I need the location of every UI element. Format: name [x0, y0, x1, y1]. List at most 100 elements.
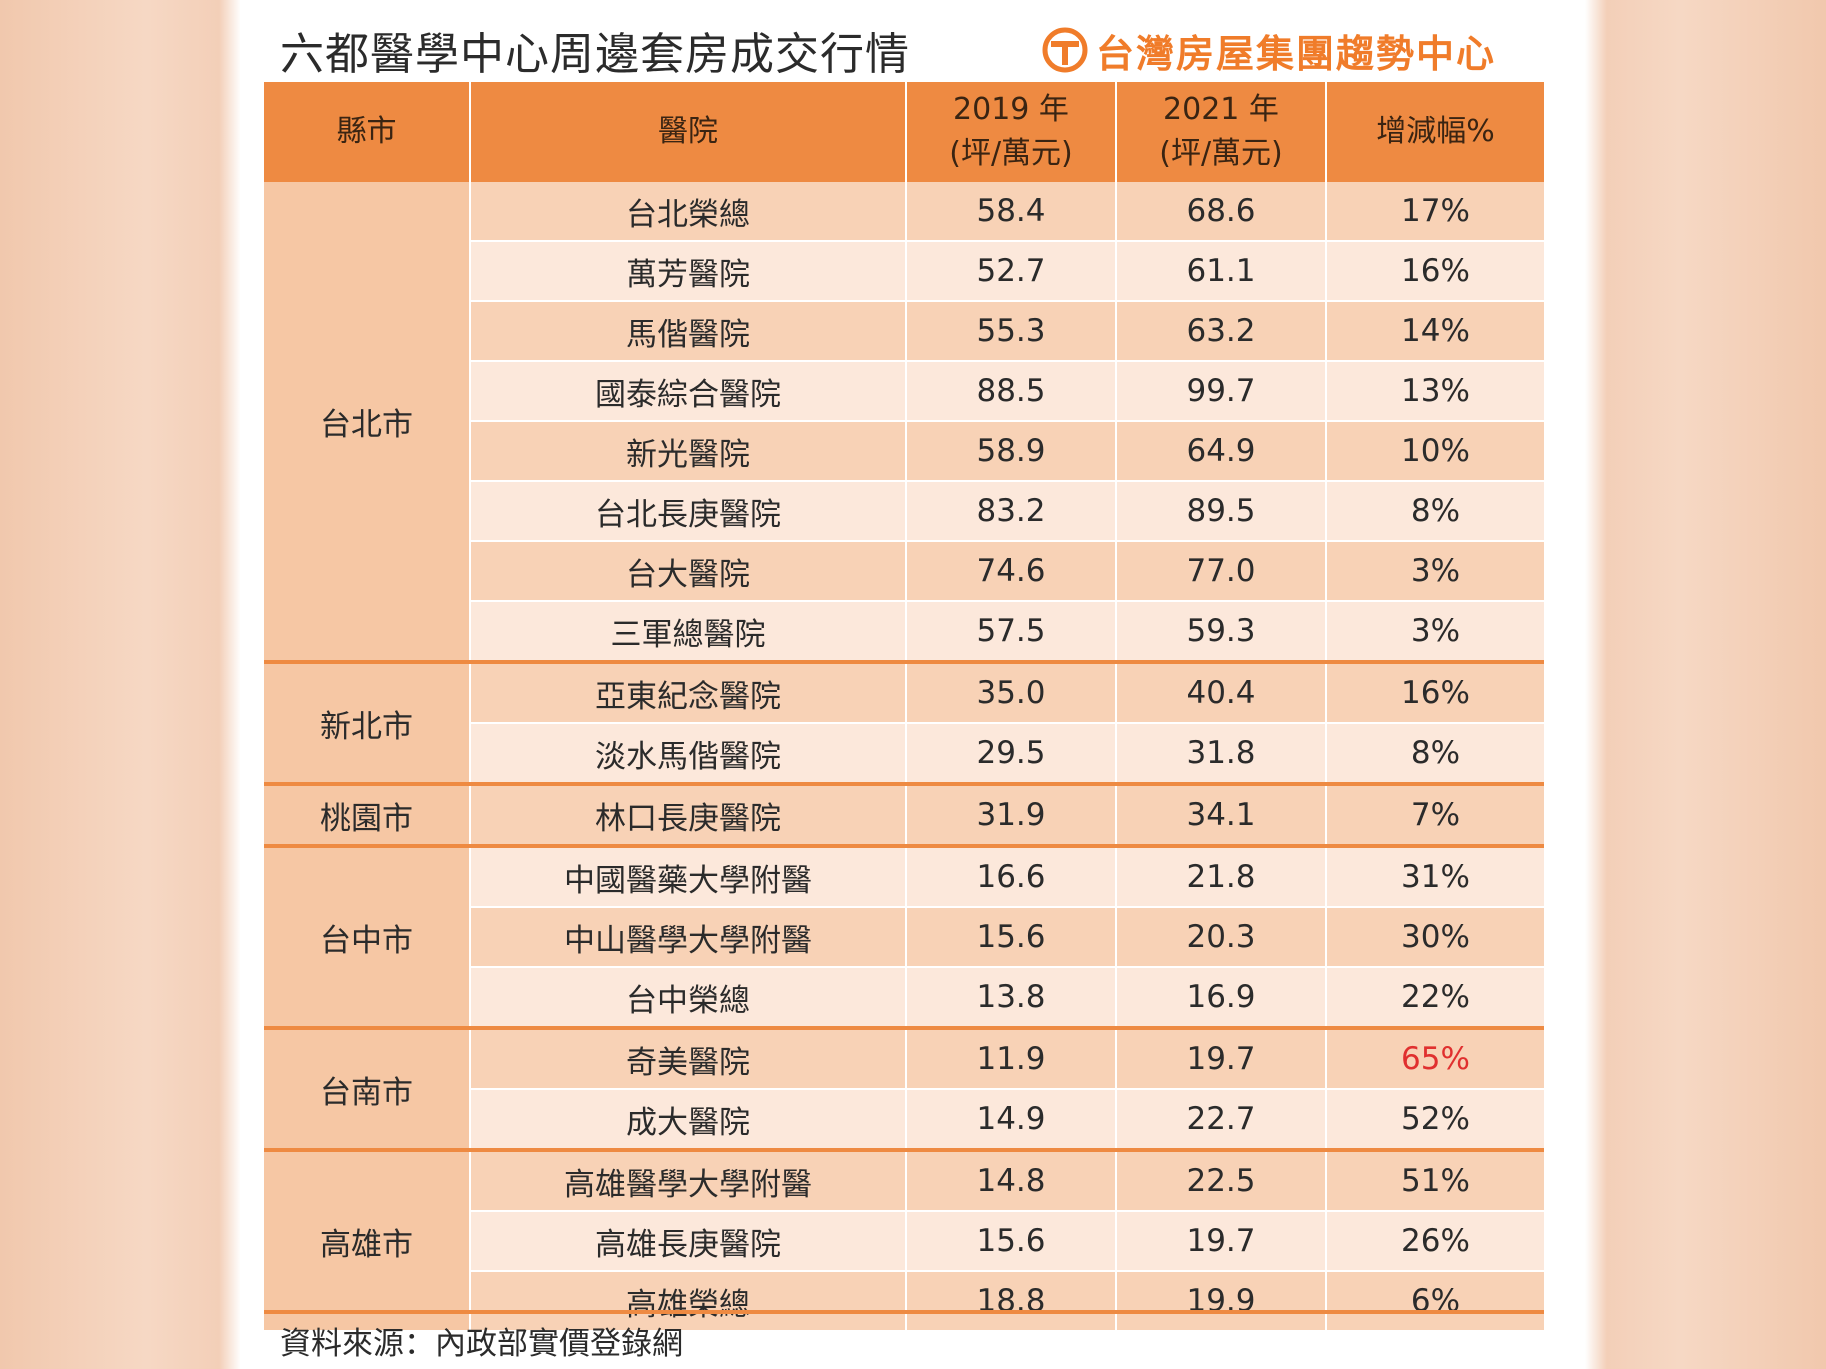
table-bottom-rule: [264, 1310, 1544, 1314]
change-cell: 30%: [1326, 907, 1544, 968]
table-row: 台中榮總 13.8 16.9 22%: [264, 967, 1544, 1029]
table-row: 中山醫學大學附醫 15.6 20.3 30%: [264, 907, 1544, 968]
header-2021: 2021 年 (坪/萬元): [1116, 82, 1327, 182]
hospital-cell: 奇美醫院: [470, 1026, 907, 1090]
hospital-cell: 高雄榮總: [470, 1271, 907, 1332]
table-body: 台北市 台北榮總 58.4 68.6 17% 萬芳醫院 52.7 61.1 16% 馬偕醫院 55.…: [264, 182, 1544, 1332]
header-2021-year: 2021 年: [1163, 92, 1279, 127]
header-2019: 2019 年 (坪/萬元): [906, 82, 1117, 182]
hospital-cell: 中國醫藥大學附醫: [470, 844, 907, 908]
document-card: 六都醫學中心周邊套房成交行情 台灣房屋集團趨勢中心 縣市 醫院 2019 年 (…: [240, 0, 1570, 1369]
change-cell: 52%: [1326, 1089, 1544, 1151]
price-y2021-cell: 22.5: [1116, 1148, 1327, 1212]
price-y2021-cell: 19.9: [1116, 1271, 1327, 1332]
price-y2021-cell: 89.5: [1116, 481, 1327, 542]
price-y2019-cell: 88.5: [906, 361, 1117, 422]
hospital-cell: 中山醫學大學附醫: [470, 907, 907, 968]
price-y2019-cell: 57.5: [906, 601, 1117, 663]
price-y2021-cell: 68.6: [1116, 182, 1327, 242]
price-y2021-cell: 61.1: [1116, 241, 1327, 302]
hospital-cell: 台中榮總: [470, 967, 907, 1029]
price-y2021-cell: 22.7: [1116, 1089, 1327, 1151]
city-cell: 台北市: [264, 182, 471, 663]
table-row: 成大醫院 14.9 22.7 52%: [264, 1089, 1544, 1151]
price-y2019-cell: 52.7: [906, 241, 1117, 302]
price-y2021-cell: 64.9: [1116, 421, 1327, 482]
change-cell: 17%: [1326, 182, 1544, 242]
header-city: 縣市: [264, 82, 471, 182]
change-cell: 26%: [1326, 1211, 1544, 1272]
hospital-cell: 台大醫院: [470, 541, 907, 602]
header-2019-year: 2019 年: [953, 92, 1069, 127]
hospital-cell: 高雄醫學大學附醫: [470, 1148, 907, 1212]
hospital-cell: 馬偕醫院: [470, 301, 907, 362]
hospital-cell: 林口長庚醫院: [470, 782, 907, 847]
table-row: 台大醫院 74.6 77.0 3%: [264, 541, 1544, 602]
price-y2021-cell: 63.2: [1116, 301, 1327, 362]
hospital-cell: 高雄長庚醫院: [470, 1211, 907, 1272]
price-y2019-cell: 58.9: [906, 421, 1117, 482]
source-note: 資料來源：內政部實價登錄網: [280, 1326, 683, 1362]
change-cell: 31%: [1326, 844, 1544, 908]
table-row: 台中市 中國醫藥大學附醫 16.6 21.8 31%: [264, 844, 1544, 1029]
price-y2021-cell: 99.7: [1116, 361, 1327, 422]
price-y2021-cell: 16.9: [1116, 967, 1327, 1029]
change-cell: 65%: [1326, 1026, 1544, 1090]
change-cell: 16%: [1326, 241, 1544, 302]
table-row: 高雄市 高雄醫學大學附醫 14.8 22.5 51%: [264, 1148, 1544, 1332]
change-cell: 6%: [1326, 1271, 1544, 1332]
city-cell: 桃園市: [264, 782, 471, 847]
table-row: 新北市 亞東紀念醫院 35.0 40.4 16%: [264, 660, 1544, 785]
table-row: 桃園市 林口長庚醫院 31.9 34.1 7%: [264, 782, 1544, 847]
price-table: 縣市 醫院 2019 年 (坪/萬元) 2021 年 (坪/萬元) 增減幅% 台…: [264, 82, 1544, 1332]
price-y2021-cell: 19.7: [1116, 1211, 1327, 1272]
hospital-cell: 台北長庚醫院: [470, 481, 907, 542]
table-row: 台北長庚醫院 83.2 89.5 8%: [264, 481, 1544, 542]
change-cell: 14%: [1326, 301, 1544, 362]
hospital-cell: 新光醫院: [470, 421, 907, 482]
city-cell: 台中市: [264, 844, 471, 1029]
price-y2021-cell: 21.8: [1116, 844, 1327, 908]
change-cell: 10%: [1326, 421, 1544, 482]
price-y2019-cell: 31.9: [906, 782, 1117, 847]
change-cell: 8%: [1326, 723, 1544, 785]
table-row: 三軍總醫院 57.5 59.3 3%: [264, 601, 1544, 663]
price-y2019-cell: 83.2: [906, 481, 1117, 542]
change-cell: 13%: [1326, 361, 1544, 422]
price-y2019-cell: 35.0: [906, 660, 1117, 724]
price-y2021-cell: 19.7: [1116, 1026, 1327, 1090]
table-row: 新光醫院 58.9 64.9 10%: [264, 421, 1544, 482]
table-row: 國泰綜合醫院 88.5 99.7 13%: [264, 361, 1544, 422]
hospital-cell: 淡水馬偕醫院: [470, 723, 907, 785]
price-y2019-cell: 14.9: [906, 1089, 1117, 1151]
change-cell: 22%: [1326, 967, 1544, 1029]
page-title: 六都醫學中心周邊套房成交行情: [280, 29, 910, 80]
price-y2019-cell: 15.6: [906, 1211, 1117, 1272]
hospital-cell: 台北榮總: [470, 182, 907, 242]
change-cell: 16%: [1326, 660, 1544, 724]
price-y2019-cell: 74.6: [906, 541, 1117, 602]
city-cell: 台南市: [264, 1026, 471, 1151]
hospital-cell: 萬芳醫院: [470, 241, 907, 302]
brand: 台灣房屋集團趨勢中心: [1042, 22, 1496, 78]
price-y2019-cell: 13.8: [906, 967, 1117, 1029]
change-cell: 3%: [1326, 541, 1544, 602]
price-y2019-cell: 16.6: [906, 844, 1117, 908]
price-y2021-cell: 77.0: [1116, 541, 1327, 602]
table-row: 台北市 台北榮總 58.4 68.6 17%: [264, 182, 1544, 663]
table-row: 萬芳醫院 52.7 61.1 16%: [264, 241, 1544, 302]
change-cell: 3%: [1326, 601, 1544, 663]
city-cell: 高雄市: [264, 1148, 471, 1332]
change-cell: 51%: [1326, 1148, 1544, 1212]
price-y2019-cell: 11.9: [906, 1026, 1117, 1090]
hospital-cell: 三軍總醫院: [470, 601, 907, 663]
table-row: 高雄榮總 18.8 19.9 6%: [264, 1271, 1544, 1332]
city-cell: 新北市: [264, 660, 471, 785]
price-y2019-cell: 58.4: [906, 182, 1117, 242]
header-change: 增減幅%: [1326, 82, 1544, 182]
change-cell: 7%: [1326, 782, 1544, 847]
table-row: 馬偕醫院 55.3 63.2 14%: [264, 301, 1544, 362]
price-y2019-cell: 29.5: [906, 723, 1117, 785]
header-hospital: 醫院: [470, 82, 907, 182]
price-y2021-cell: 31.8: [1116, 723, 1327, 785]
